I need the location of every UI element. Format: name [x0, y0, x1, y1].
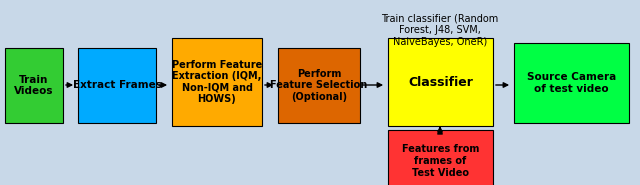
- FancyBboxPatch shape: [388, 130, 493, 185]
- FancyBboxPatch shape: [278, 48, 360, 123]
- Text: Train classifier (Random
Forest, J48, SVM,
NaiveBayes, OneR): Train classifier (Random Forest, J48, SV…: [381, 13, 499, 47]
- FancyBboxPatch shape: [78, 48, 156, 123]
- Text: Classifier: Classifier: [408, 75, 473, 88]
- Text: Extract Frames: Extract Frames: [72, 80, 161, 90]
- Text: Features from
frames of
Test Video: Features from frames of Test Video: [402, 144, 479, 178]
- Text: Perform Feature
Extraction (IQM,
Non-IQM and
HOWS): Perform Feature Extraction (IQM, Non-IQM…: [172, 60, 262, 104]
- FancyBboxPatch shape: [5, 48, 63, 123]
- Text: Source Camera
of test video: Source Camera of test video: [527, 72, 616, 94]
- Text: Train
Videos: Train Videos: [14, 75, 54, 96]
- FancyBboxPatch shape: [172, 38, 262, 126]
- FancyBboxPatch shape: [388, 38, 493, 126]
- Text: Perform
Feature Selection
(Optional): Perform Feature Selection (Optional): [270, 69, 367, 102]
- FancyBboxPatch shape: [514, 43, 629, 123]
